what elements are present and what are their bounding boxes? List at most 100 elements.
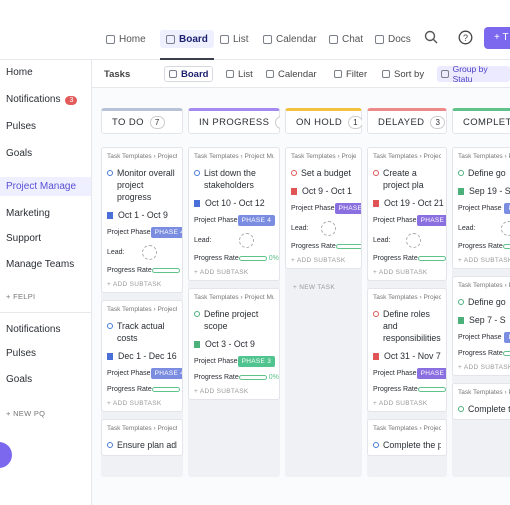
new-task[interactable]: + NEW TASK [293,284,335,291]
field-label: Progress Rate [107,267,152,274]
column: IN PROGRESS 5 Task Templates › Project Mu.… [188,108,280,477]
column-title: TO DO [112,116,144,128]
nav-tab[interactable]: List [220,30,249,48]
tab-icon [263,34,272,44]
phase-row: Project Phase PHASE 4 [194,215,276,226]
search-icon[interactable] [424,30,438,44]
toolbar-item[interactable]: Filter [330,66,371,82]
nav-tab[interactable]: Docs [375,30,411,48]
sidebar-item[interactable]: Pulses [6,121,36,132]
task-card[interactable]: Task Templates › Project ... Monitor over… [101,147,183,293]
toolbar-item[interactable]: List [222,66,257,82]
add-subtask[interactable]: + ADD SUBTASK [458,364,510,371]
task-card[interactable]: Task Templates › Project ... Complete the… [367,419,447,456]
breadcrumb: Task Templates › Project ... [458,282,510,289]
new-space-label[interactable]: + NEW PQ [6,409,46,418]
help-icon[interactable]: ? [458,30,473,45]
sidebar-item[interactable]: Support [6,233,41,244]
progress: 0% [238,374,279,381]
nav-tab[interactable]: Chat [329,30,363,48]
column-header: COMPLET [452,108,510,134]
view-select[interactable]: Tasks [104,68,131,80]
status-dot [373,170,379,176]
sidebar-item[interactable]: Notifications 3 [6,94,78,105]
sidebar-item[interactable]: Marketing [6,208,50,219]
toolbar-item[interactable]: Calendar [262,66,321,82]
nav-tab[interactable]: Home [106,30,146,48]
divider [0,312,91,313]
column-title: DELAYED [378,116,425,128]
sidebar-label: Manage Teams [6,259,75,270]
sidebar-item[interactable]: Goals [6,148,32,159]
add-subtask[interactable]: + ADD SUBTASK [373,269,428,276]
task-card[interactable]: Task Templates › Project ... Complete th [452,383,510,420]
phase-badge: PHASE [504,332,510,343]
task-card[interactable]: Task Templates › Project ... Create a pro… [367,147,447,281]
toolbar-icon [441,70,449,78]
add-subtask[interactable]: + ADD SUBTASK [194,388,249,395]
toolbar-item[interactable]: Sort by [378,66,428,82]
task-card[interactable]: Task Templates › Project ... Ensure plan … [101,419,183,456]
progress-bar [502,244,510,249]
sidebar-item[interactable]: Pulses [6,348,37,359]
sidebar-label: Home [6,67,33,78]
add-subtask[interactable]: + ADD SUBTASK [107,281,162,288]
phase-row: Project Phase PHASE 4 [107,368,182,379]
add-subtask[interactable]: + ADD SUBTASK [458,257,510,264]
flag [458,187,464,195]
date-range: Oct 3 - Oct 9 [205,339,255,349]
task-title: Define project scope [194,308,274,332]
field-label: Project Phase [291,205,335,212]
nav-tab[interactable]: Board [160,30,214,60]
add-subtask[interactable]: + ADD SUBTASK [107,400,162,407]
dates: Sep 7 - S [458,315,510,325]
add-subtask[interactable]: + ADD SUBTASK [373,400,428,407]
task-card[interactable]: Task Templates › Project ... Track actual… [101,300,183,412]
task-card[interactable]: Task Templates › Project Mu... List down … [188,147,280,281]
task-card[interactable]: Task Templates › Project ... Define roles… [367,288,447,412]
phase-badge: PHASE 4 [150,368,182,379]
task-title: Complete th [458,403,510,415]
task-card[interactable]: Task Templates › Project ... Define go Sep… [452,276,510,376]
status-dot [194,170,200,176]
add-subtask[interactable]: + ADD SUBTASK [291,257,346,264]
task-card[interactable]: Task Templates › Project ... Set a budget… [285,147,362,269]
flag [107,211,113,219]
progress-bar [151,268,180,273]
add-button[interactable] [0,442,12,468]
toolbar-label: Calendar [278,68,317,80]
column: DELAYED 3 Task Templates › Project ... Crea… [367,108,447,477]
field-label: Project Phase [458,334,502,341]
nav-tab[interactable]: Calendar [263,30,317,48]
field-label: Progress Rate [107,386,152,393]
new-task-button[interactable]: + T [484,27,510,49]
task-card[interactable]: Task Templates › Project Mu... Define pro… [188,288,280,400]
workspace-label[interactable]: + FELPI [6,292,36,301]
avatar [501,221,510,236]
toolbar-item[interactable]: Group by Statu [437,64,510,84]
sidebar-item[interactable]: Manage Teams [6,259,74,270]
dates: Oct 9 - Oct 1 [291,186,356,196]
sidebar-label: Pulses [6,121,37,132]
sidebar-item[interactable]: Project Manage [0,177,91,196]
top-nav: ? Home Board List Calendar Chat Docs + T [0,0,510,60]
sidebar-item[interactable]: Home [6,67,33,78]
task-card[interactable]: Task Templates › Project ... Define go Sep… [452,147,510,269]
flag [107,352,113,360]
column-header: DELAYED 3 [367,108,447,134]
add-subtask[interactable]: + ADD SUBTASK [194,269,249,276]
task-title: List down the stakeholders [194,167,274,191]
column-body: Task Templates › Project ... Define go Sep… [452,147,510,477]
dates: Oct 10 - Oct 12 [194,198,274,208]
tab-icon [166,34,175,44]
phase-badge: PHASE 4 [237,215,276,226]
sidebar-item[interactable]: Goals [6,374,33,385]
toolbar-item[interactable]: Board [164,66,214,82]
title-text: Define go [468,168,506,178]
field-label: Project Phase [107,370,151,377]
sidebar-item[interactable]: Notifications [6,324,61,335]
tab-icon [220,34,229,44]
column-title: ON HOLD [296,116,343,128]
